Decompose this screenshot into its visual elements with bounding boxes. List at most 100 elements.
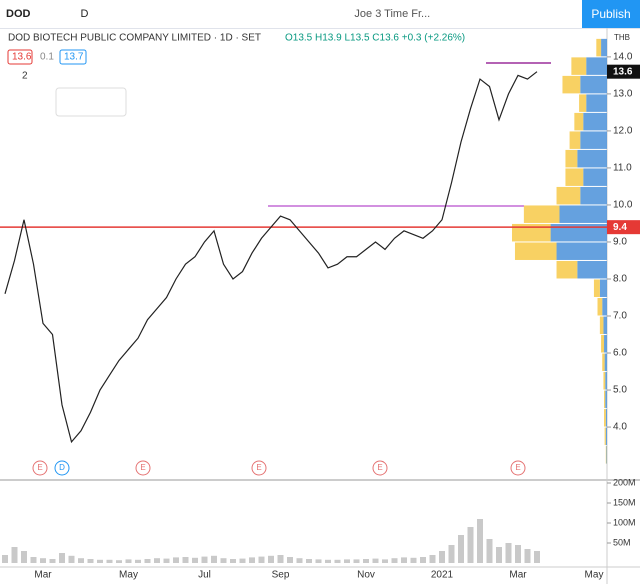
event-marker[interactable] [135,460,151,476]
spread: 0.1 [40,52,54,63]
y-tick-label: 6.0 [613,348,627,359]
volume-bar [515,545,521,563]
profile-up [562,75,581,94]
profile-down [603,316,607,335]
profile-down [604,335,607,353]
event-label: E [256,463,261,472]
profile-up [565,149,578,168]
event-label: E [140,463,145,472]
volume-bar [315,559,322,563]
interval[interactable]: D [80,8,89,20]
x-tick-label: Mar [509,570,527,581]
volume-bar [49,559,56,563]
profile-down [605,409,607,427]
profile-up [602,353,605,372]
volume-bar [477,519,483,563]
layout-name[interactable]: Joe 3 Time Fr... [354,8,431,20]
profile-down [559,205,607,223]
volume-bar [21,551,27,563]
volume-bar [201,556,208,563]
volume-bar [439,551,445,563]
volume-bar [239,558,246,563]
volume-bar [230,559,236,563]
profile-up [599,316,604,335]
symbol[interactable]: DOD [6,8,31,20]
profile-down [550,223,607,242]
profile-down [583,168,607,186]
profile-up [597,298,603,316]
volume-tick-label: 50M [613,537,631,547]
volume-bar [116,560,122,563]
profile-up [604,427,606,446]
profile-up [565,168,584,186]
volume-bar [192,557,198,563]
volume-tick-label: 100M [613,517,636,527]
y-tick-label: 8.0 [613,274,627,285]
bid-box [7,49,33,65]
volume-bar [296,558,303,563]
volume-bar [106,559,113,563]
publish-button[interactable]: Publish [582,0,640,28]
volume-bar [353,559,360,563]
x-tick-label: 2021 [431,570,454,581]
y-tick-label: 13.0 [613,89,633,100]
profile-down [605,390,607,409]
profile-up [601,335,605,353]
volume-bar [11,547,18,563]
profile-down [577,149,607,168]
volume-bar [163,558,170,563]
price-line-label: 9.4 [613,222,627,233]
volume-bar [410,557,417,563]
profile-up [604,390,606,409]
profile-down [556,242,607,260]
profile-up [574,112,584,131]
bid: 13.6 [12,52,32,63]
indicator-count[interactable]: 2 [22,71,28,82]
volume-bar [135,559,141,563]
profile-up [514,242,557,260]
event-label: D [59,463,65,472]
profile-down [586,94,607,112]
y-tick-label: 7.0 [613,311,627,322]
profile-down [599,279,607,297]
legend-title: DOD BIOTECH PUBLIC COMPANY LIMITED · 1D … [8,33,261,44]
x-tick-label: May [585,570,604,581]
y-tick-label: 10.0 [613,200,633,211]
price-line-series [4,71,538,444]
volume-bar [287,557,293,563]
y-tick-label: 5.0 [613,385,627,396]
volume-bar [97,559,103,563]
volume-bar [87,559,94,563]
volume-bar [78,558,84,563]
volume-bar [258,556,265,563]
volume-bar [448,545,455,563]
profile-up [604,409,606,427]
volume-bar [363,559,369,563]
volume-bar [486,539,493,563]
y-tick-label: 4.0 [613,422,627,433]
profile-up [605,446,607,464]
profile-down [605,372,607,390]
x-tick-label: May [119,570,138,581]
event-marker[interactable] [32,460,48,476]
volume-bar [2,555,8,563]
volume-bar [325,559,331,563]
volume-tick-label: 200M [613,477,636,487]
volume-bar [173,557,179,563]
profile-down [580,131,607,149]
event-marker[interactable] [54,460,70,476]
event-marker[interactable] [251,460,267,476]
profile-up [603,372,606,390]
profile-down [580,186,607,205]
event-marker[interactable] [510,460,526,476]
event-marker[interactable] [372,460,388,476]
event-label: E [377,463,382,472]
volume-bar [505,543,512,563]
floating-toolbar[interactable] [55,87,127,117]
profile-down [602,298,607,316]
ask-box [59,49,87,65]
x-tick-label: Mar [34,570,52,581]
volume-bar [496,547,502,563]
